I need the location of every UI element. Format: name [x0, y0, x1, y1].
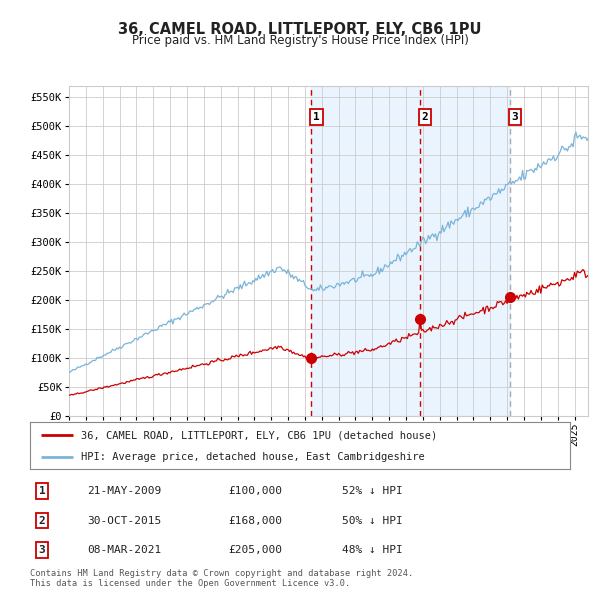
Text: 21-MAY-2009: 21-MAY-2009: [87, 486, 161, 496]
Text: Price paid vs. HM Land Registry's House Price Index (HPI): Price paid vs. HM Land Registry's House …: [131, 34, 469, 47]
Text: 2: 2: [38, 516, 46, 526]
Text: 2: 2: [422, 112, 428, 122]
Text: 30-OCT-2015: 30-OCT-2015: [87, 516, 161, 526]
Text: 08-MAR-2021: 08-MAR-2021: [87, 545, 161, 555]
Text: 1: 1: [313, 112, 320, 122]
Text: 36, CAMEL ROAD, LITTLEPORT, ELY, CB6 1PU: 36, CAMEL ROAD, LITTLEPORT, ELY, CB6 1PU: [118, 22, 482, 37]
Text: 3: 3: [38, 545, 46, 555]
Text: £100,000: £100,000: [228, 486, 282, 496]
Text: 52% ↓ HPI: 52% ↓ HPI: [342, 486, 403, 496]
Text: 36, CAMEL ROAD, LITTLEPORT, ELY, CB6 1PU (detached house): 36, CAMEL ROAD, LITTLEPORT, ELY, CB6 1PU…: [82, 430, 437, 440]
Text: 48% ↓ HPI: 48% ↓ HPI: [342, 545, 403, 555]
Text: HPI: Average price, detached house, East Cambridgeshire: HPI: Average price, detached house, East…: [82, 453, 425, 462]
Text: 50% ↓ HPI: 50% ↓ HPI: [342, 516, 403, 526]
Text: Contains HM Land Registry data © Crown copyright and database right 2024.
This d: Contains HM Land Registry data © Crown c…: [30, 569, 413, 588]
Bar: [311, 86, 510, 416]
Text: £168,000: £168,000: [228, 516, 282, 526]
Text: 3: 3: [512, 112, 518, 122]
Text: 1: 1: [38, 486, 46, 496]
Text: £205,000: £205,000: [228, 545, 282, 555]
